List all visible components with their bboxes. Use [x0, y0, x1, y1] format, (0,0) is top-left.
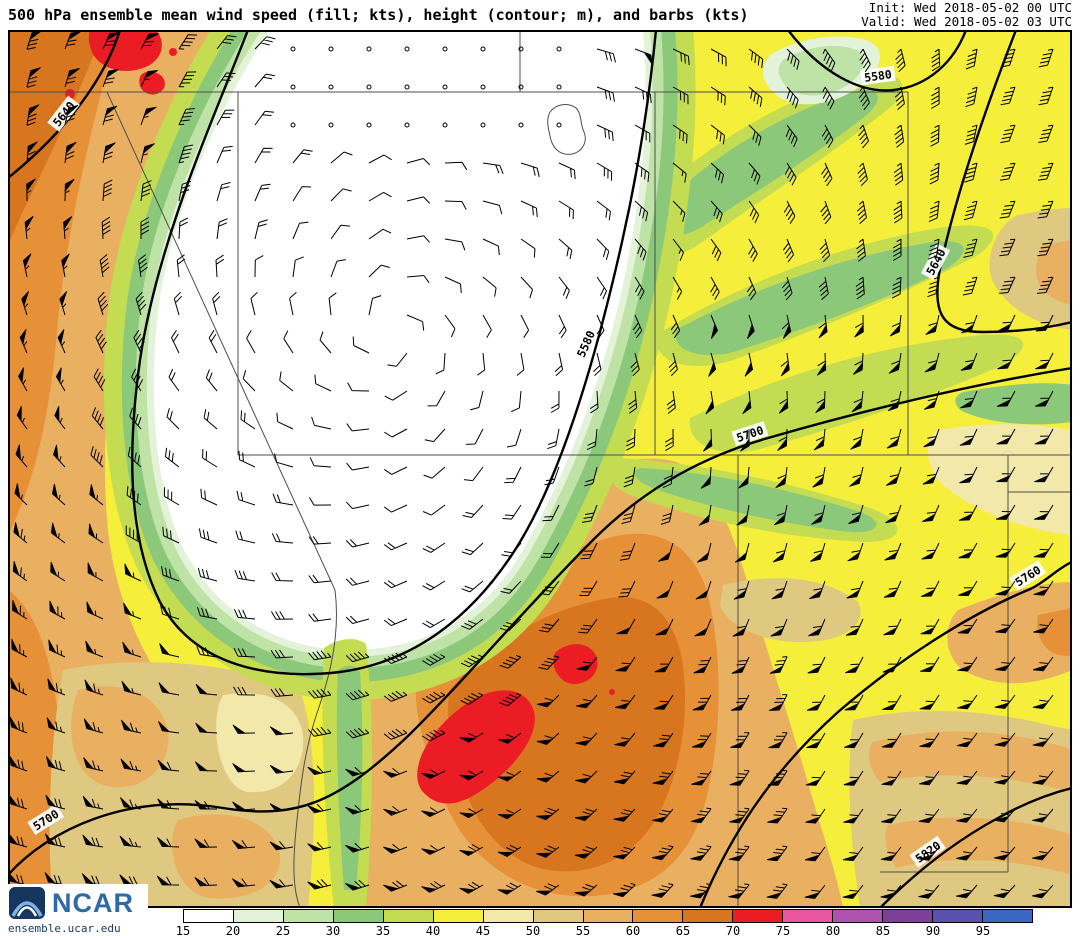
legend-tick-label: 35 [375, 924, 391, 936]
ncar-logo-icon [9, 887, 45, 919]
legend-bar [183, 909, 1033, 923]
legend-tick-label: 55 [575, 924, 591, 936]
legend-cell [982, 910, 1032, 922]
legend-cell [782, 910, 833, 922]
ncar-wordmark: NCAR [52, 887, 134, 918]
map-border [8, 30, 1072, 908]
svg-text:5580: 5580 [863, 67, 892, 85]
contour-5760 [698, 560, 1072, 908]
legend-tick-label: 65 [675, 924, 691, 936]
valid-time: Valid: Wed 2018-05-02 03 UTC [861, 14, 1072, 29]
init-time: Init: Wed 2018-05-02 00 UTC [868, 0, 1072, 15]
legend-cell [184, 910, 233, 922]
contour-5580-trough [131, 30, 658, 676]
legend-tick-label: 40 [425, 924, 441, 936]
fill-region [171, 814, 281, 899]
contour-5580-northeast [786, 30, 968, 92]
wind-barb-glyphs [10, 32, 1054, 899]
legend-cell [232, 910, 283, 922]
contour-label: 5580 [860, 65, 896, 86]
legend-tick-label: 90 [925, 924, 941, 936]
ncar-logo-block: NCAR [8, 884, 148, 922]
legend-cell [682, 910, 733, 922]
legend-tick-label: 95 [975, 924, 991, 936]
legend-cell [582, 910, 633, 922]
legend-ticks: 15 20 25 30 35 40 45 50 55 60 65 70 75 80 85 90 95 [176, 924, 1033, 936]
legend-cell [732, 910, 783, 922]
legend-cell [882, 910, 933, 922]
fill-region [1037, 608, 1072, 656]
legend-cell [832, 910, 883, 922]
legend-tick-label: 20 [225, 924, 241, 936]
fill-region [989, 208, 1072, 330]
legend-tick-label: 45 [475, 924, 491, 936]
fill-region [947, 582, 1072, 684]
fill-region [689, 334, 1024, 453]
legend-tick-label: 15 [175, 924, 191, 936]
legend-tick-label: 25 [275, 924, 291, 936]
fill-region [336, 665, 363, 890]
height-contours [8, 30, 1072, 908]
fill-region [8, 30, 103, 245]
title-bar: 500 hPa ensemble mean wind speed (fill; … [0, 0, 1080, 30]
legend-cell [532, 910, 583, 922]
fill-region [720, 578, 861, 643]
legend: 15 20 25 30 35 40 45 50 55 60 65 70 75 80 85 90 95 [176, 909, 1033, 936]
contour-5640-northwest [8, 30, 122, 180]
fill-region [8, 590, 61, 908]
fill-region [448, 597, 686, 872]
legend-cell [932, 910, 982, 922]
contour-5700 [8, 366, 1072, 877]
site-url: ensemble.ucar.edu [8, 922, 127, 935]
legend-tick-label: 85 [875, 924, 891, 936]
max-wind-core [553, 644, 598, 684]
max-wind-core [609, 689, 615, 695]
legend-tick-label: 50 [525, 924, 541, 936]
legend-tick-label: 60 [625, 924, 641, 936]
windspeed-fill-layer [8, 30, 1072, 908]
fill-region [955, 383, 1072, 425]
chart-title: 500 hPa ensemble mean wind speed (fill; … [8, 6, 749, 24]
calm-core [153, 30, 646, 651]
run-times: Init: Wed 2018-05-02 00 UTC Valid: Wed 2… [861, 1, 1072, 29]
legend-tick-label: 30 [325, 924, 341, 936]
max-wind-core [169, 48, 177, 56]
legend-cell [382, 910, 433, 922]
legend-cell [332, 910, 383, 922]
great-salt-lake-outline [547, 104, 586, 155]
legend-tick-label: 80 [825, 924, 841, 936]
fill-region [655, 89, 878, 236]
fill-region [778, 45, 864, 96]
wind-barb-glyphs [290, 46, 562, 128]
legend-tick-label: 75 [775, 924, 791, 936]
legend-cell [282, 910, 333, 922]
legend-tick-label: 70 [725, 924, 741, 936]
contour-5640-east [936, 30, 1072, 334]
contour-5820 [878, 786, 1072, 908]
wind-barb-glyphs [8, 30, 1050, 899]
max-wind-core [417, 690, 535, 804]
legend-cell [632, 910, 683, 922]
fill-region [634, 468, 877, 533]
legend-cell [432, 910, 483, 922]
fill-region [71, 686, 169, 788]
wind-barbs [8, 30, 1054, 899]
fill-region [675, 241, 964, 356]
legend-cell [482, 910, 533, 922]
